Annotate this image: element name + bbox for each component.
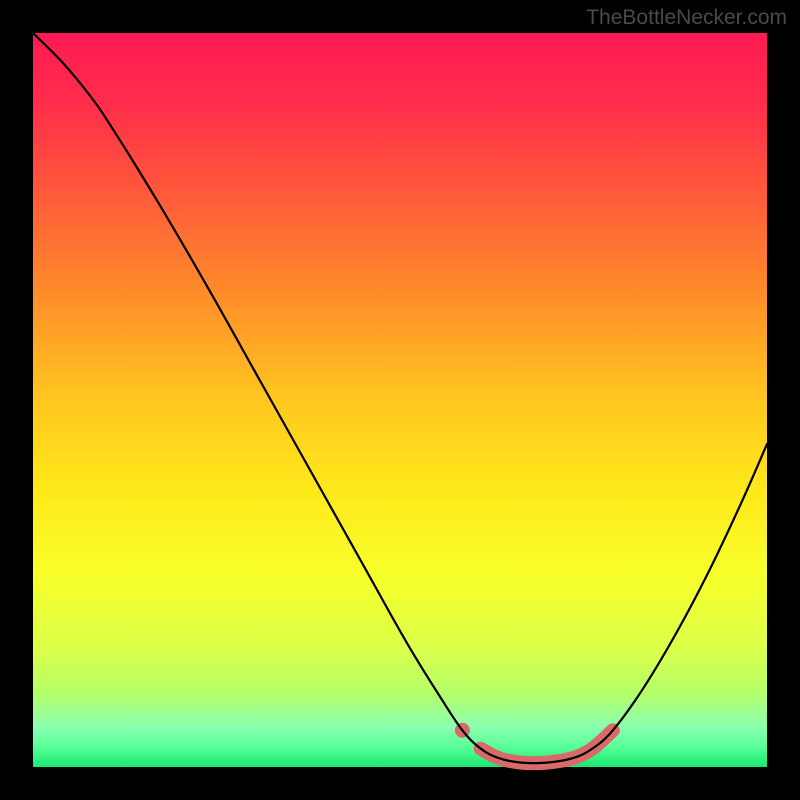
chart-svg	[33, 33, 767, 767]
chart-frame: TheBottleNecker.com	[0, 0, 800, 800]
plot-area	[33, 33, 767, 767]
watermark-text: TheBottleNecker.com	[586, 6, 787, 30]
bottleneck-curve	[33, 33, 767, 763]
